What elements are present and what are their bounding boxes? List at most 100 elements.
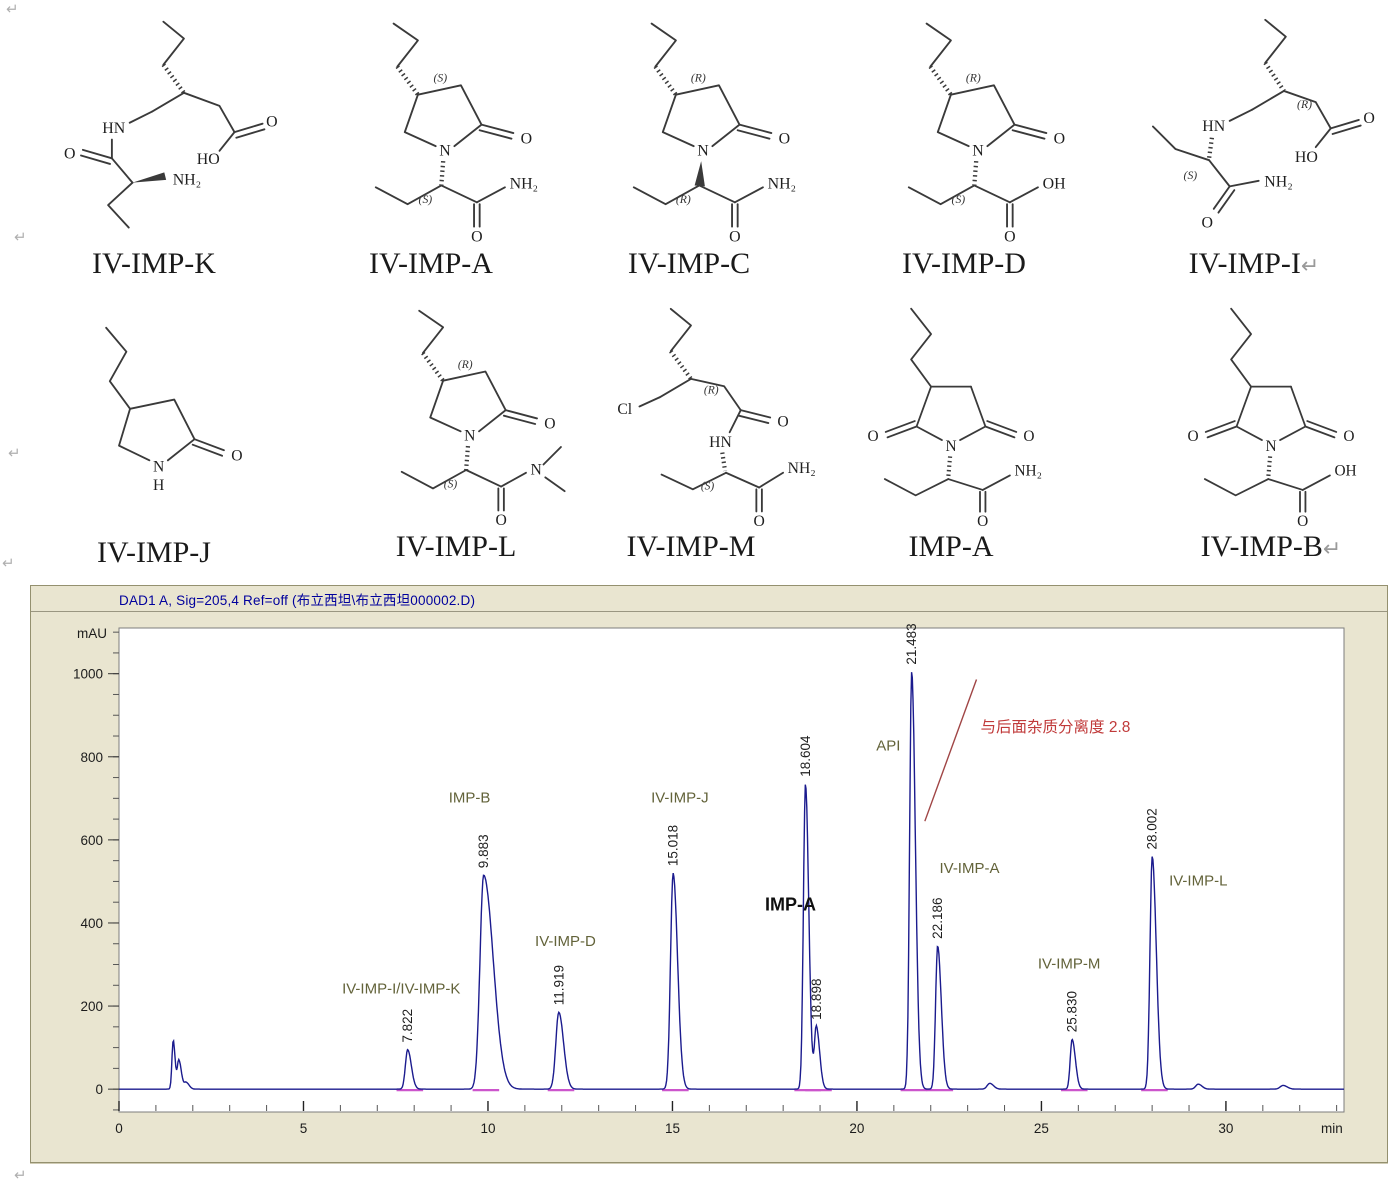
peak-name-label: IV-IMP-A xyxy=(939,860,999,877)
x-axis-unit-label: min xyxy=(1321,1121,1343,1136)
atom-label: NH₂ xyxy=(1264,173,1293,190)
atom-label: O xyxy=(1297,513,1308,528)
atom-label: O xyxy=(1004,229,1015,245)
structure-cell: O (R) N (S) O OH IV-IMP-D xyxy=(828,8,1100,281)
structure-cell: O O N O NH₂ IMP-A xyxy=(815,296,1087,564)
structure-label: IV-IMP-M xyxy=(626,530,756,563)
peak-name-label: IV-IMP-L xyxy=(1169,873,1227,890)
stereo-label: (R) xyxy=(704,385,719,397)
x-axis-tick-label: 15 xyxy=(665,1121,680,1136)
x-axis-tick-label: 20 xyxy=(849,1121,864,1136)
return-mark: ↵ xyxy=(1300,253,1320,278)
annotation-text: 与后面杂质分离度 2.8 xyxy=(981,718,1131,736)
atom-label: O xyxy=(779,130,790,147)
atom-label: O xyxy=(471,229,482,245)
structure-cell: O (S) N (S) O NH₂ IV-IMP-A xyxy=(295,8,567,281)
atom-label: O xyxy=(1054,130,1065,147)
atom-label: NH₂ xyxy=(173,172,202,189)
atom-label: N xyxy=(439,143,451,160)
peak-name-label: IV-IMP-M xyxy=(1038,956,1101,973)
peak-rt-label: 28.002 xyxy=(1145,808,1160,849)
y-axis-tick-label: 400 xyxy=(80,916,103,931)
y-axis-tick-label: 600 xyxy=(80,833,103,848)
atom-label: HO xyxy=(197,151,220,168)
atom-label: O xyxy=(1188,428,1199,445)
y-axis-unit-label: mAU xyxy=(77,626,107,641)
return-mark: ↵ xyxy=(14,229,27,246)
y-axis-tick-label: 0 xyxy=(95,1082,103,1097)
structure-IV-IMP-I: (R) O HO HN (S) O NH₂ xyxy=(1152,18,1375,232)
peak-rt-label: 9.883 xyxy=(476,834,491,868)
peak-rt-label: 18.604 xyxy=(798,735,813,777)
structure-label: IV-IMP-A xyxy=(369,247,493,280)
peak-rt-label: 7.822 xyxy=(400,1009,415,1043)
x-axis-tick-label: 10 xyxy=(480,1121,495,1136)
atom-label: NH₂ xyxy=(510,175,539,192)
plot-area xyxy=(118,627,1345,1113)
atom-label: Cl xyxy=(617,401,632,418)
structure-IV-IMP-K: O HO HN O NH₂ xyxy=(64,20,278,229)
structure-label: IV-IMP-K xyxy=(92,247,216,280)
peak-rt-label: 22.186 xyxy=(930,898,945,939)
peak-name-label: IV-IMP-I/IV-IMP-K xyxy=(342,981,460,998)
structure-IV-IMP-A: O (S) N (S) O NH₂ xyxy=(374,22,539,245)
peak-rt-label: 11.919 xyxy=(551,965,566,1005)
atom-label: O xyxy=(1201,215,1212,232)
peak-rt-label: 25.830 xyxy=(1065,991,1080,1032)
atom-label: O xyxy=(729,229,740,245)
structure-IV-IMP-M: (R) Cl O HN (S) O NH₂ xyxy=(617,307,816,528)
atom-label: O xyxy=(495,512,506,528)
structure-cell: O (R) N (R) O NH₂ IV-IMP-C xyxy=(553,8,825,281)
peak-name-label: IV-IMP-J xyxy=(651,789,709,806)
x-axis-tick-label: 25 xyxy=(1034,1121,1049,1136)
x-axis-tick-label: 0 xyxy=(115,1121,123,1136)
stereo-label: (R) xyxy=(966,72,981,85)
atom-label: N xyxy=(697,143,709,160)
atom-label: N xyxy=(530,462,541,479)
stereo-label: (R) xyxy=(691,72,706,85)
y-axis-tick-label: 200 xyxy=(80,999,103,1014)
atom-label: N xyxy=(1265,438,1276,455)
structure-IV-IMP-J: O N H xyxy=(105,326,243,494)
stereo-label: (S) xyxy=(1184,169,1198,182)
atom-label: HO xyxy=(1295,149,1318,166)
return-mark: ↵ xyxy=(2,555,15,572)
peak-rt-label: 15.018 xyxy=(666,825,681,866)
x-axis-tick-label: 5 xyxy=(300,1121,308,1136)
atom-label: O xyxy=(521,130,532,147)
peak-rt-label: 21.483 xyxy=(904,623,919,664)
return-mark: ↵ xyxy=(8,445,21,462)
structure-label: IV-IMP-L xyxy=(395,530,517,563)
stereo-label: (R) xyxy=(1297,98,1312,111)
structure-cell: O HO HN O NH₂ IV-IMP-K xyxy=(18,8,290,281)
structure-cell: O (R) N (S) O N IV-IMP-L xyxy=(320,296,592,564)
structure-label: IV-IMP-D xyxy=(902,247,1026,280)
structure-cell: O N H IV-IMP-J xyxy=(18,302,290,570)
structure-IV-IMP-D: O (R) N (S) O OH xyxy=(907,22,1066,245)
atom-label: O xyxy=(977,513,988,528)
x-axis-tick-label: 30 xyxy=(1218,1121,1233,1136)
chromatogram-plot: 0 200 400 600 800 1000 mAU 0 5 10 15 20 25 30 min 与后面杂质… xyxy=(73,623,1345,1136)
annotation-line xyxy=(924,679,978,822)
structure-IV-IMP-L: O (R) N (S) O N xyxy=(400,309,566,528)
y-axis-tick-label: 800 xyxy=(80,750,103,765)
atom-label: NH₂ xyxy=(788,460,816,477)
stereo-label: (R) xyxy=(458,359,473,371)
atom-label: H xyxy=(153,477,164,494)
atom-label: HN xyxy=(1202,118,1225,135)
atom-label: N xyxy=(972,143,984,160)
stereo-label: (S) xyxy=(434,72,448,85)
structure-IMP-A: O O N O NH₂ xyxy=(868,307,1042,528)
atom-label: O xyxy=(266,113,277,130)
chromatogram-trace xyxy=(119,672,1344,1090)
atom-label: O xyxy=(231,447,242,464)
structure-label: IMP-A xyxy=(908,530,994,563)
return-mark: ↵ xyxy=(6,1,19,18)
atom-label: OH xyxy=(1334,462,1356,479)
peak-rt-label: 18.898 xyxy=(809,979,824,1020)
atom-label: O xyxy=(868,428,879,445)
structure-cell: O O N O OH IV-IMP-B↵ xyxy=(1135,296,1395,564)
atom-label: OH xyxy=(1043,175,1066,192)
peak-name-label: IV-IMP-D xyxy=(535,933,596,950)
atom-label: NH₂ xyxy=(768,175,797,192)
